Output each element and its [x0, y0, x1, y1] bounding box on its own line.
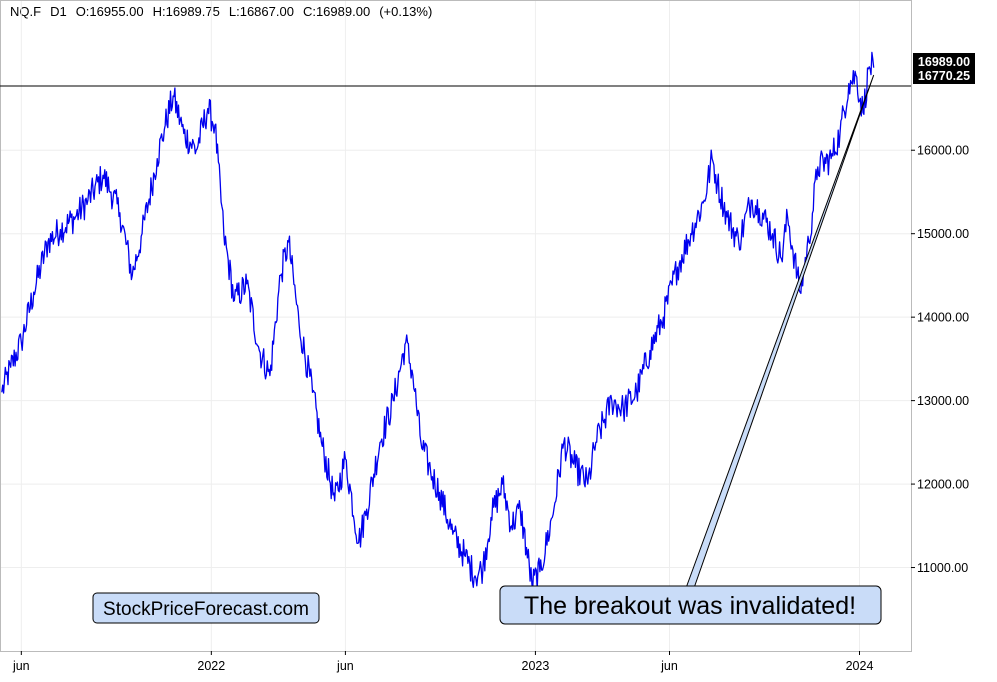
x-tick-label: 2023 [522, 659, 550, 673]
low-value: L:16867.00 [228, 4, 294, 19]
price-badge-close-text: 16989.00 [918, 55, 970, 69]
y-axis-ticks: 11000.00 12000.00 13000.00 14000.00 15000.00… [911, 144, 969, 575]
timeframe-label: D1 [50, 4, 67, 19]
annotation-text: The breakout was invalidated! [524, 592, 856, 620]
y-tick-label: 11000.00 [917, 561, 968, 575]
ohlc-header: NQ.F D1 O:16955.00 H:16989.75 L:16867.00 C:16… [10, 4, 441, 19]
y-tick-label: 13000.00 [917, 394, 969, 408]
x-tick-label: jun [12, 659, 30, 673]
price-badge-close: 16989.00 [913, 53, 975, 70]
annotation-callout: The breakout was invalidated! [499, 74, 882, 625]
change-value: (+0.13%) [379, 4, 433, 19]
x-axis-ticks: jun 2022 jun 2023 jun 2024 [12, 651, 873, 673]
open-value: O:16955.00 [75, 4, 144, 19]
x-tick-label: jun [336, 659, 354, 673]
price-badge-resistance-text: 16770.25 [918, 69, 970, 83]
plot-border [0, 0, 912, 652]
watermark-text: StockPriceForecast.com [103, 599, 309, 620]
close-value: C:16989.00 [302, 4, 371, 19]
high-value: H:16989.75 [152, 4, 220, 19]
y-tick-label: 16000.00 [917, 144, 969, 158]
y-tick-label: 12000.00 [917, 478, 969, 492]
chart-grid [0, 0, 911, 651]
y-tick-label: 14000.00 [917, 311, 969, 325]
price-series-line [1, 51, 875, 591]
x-tick-label: 2022 [197, 659, 225, 673]
y-tick-label: 15000.00 [917, 227, 969, 241]
x-tick-label: jun [660, 659, 678, 673]
price-badge-resistance: 16770.25 [913, 67, 975, 84]
watermark-label: StockPriceForecast.com [92, 592, 320, 624]
symbol-label: NQ.F [10, 4, 42, 19]
callout-pointer [685, 74, 875, 589]
x-tick-label: 2024 [846, 659, 874, 673]
